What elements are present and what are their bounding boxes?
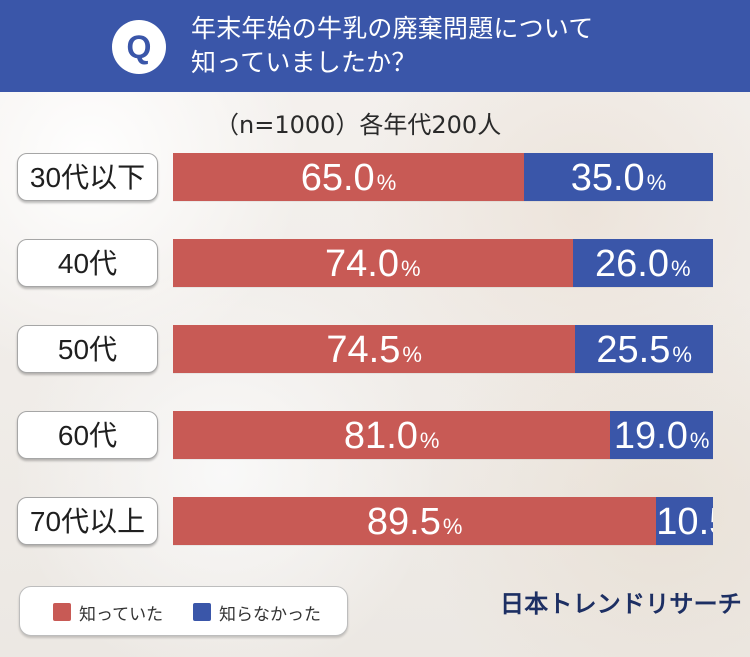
bar-segment-known: 74.5% — [173, 325, 576, 373]
value-label-known: 74.5% — [326, 329, 422, 371]
age-group-label: 70代以上 — [17, 497, 158, 545]
value-label-known: 81.0% — [343, 415, 440, 457]
question-header: Q 年末年始の牛乳の廃棄問題について 知っていましたか？ — [0, 0, 750, 92]
brand-logo: 日本トレンドリサーチ — [500, 590, 742, 618]
bar-segment-unknown: 19.0% — [610, 411, 713, 459]
age-group-label: 40代 — [17, 239, 158, 287]
question-title-line-2: 知っていましたか？ — [191, 48, 417, 77]
bar-segment-known: 81.0% — [173, 411, 611, 459]
value-label-unknown: 25.5% — [596, 329, 692, 371]
stacked-bar: 65.0% 35.0% — [173, 153, 713, 201]
sample-size-note: （n=1000）各年代200人 — [215, 111, 502, 139]
age-group-label: 50代 — [17, 325, 158, 373]
question-badge: Q — [112, 20, 166, 74]
bar-segment-unknown: 25.5% — [575, 325, 713, 373]
question-title-line-1: 年末年始の牛乳の廃棄問題について — [191, 14, 594, 43]
stacked-bar: 89.5% 10.5% — [173, 497, 713, 545]
legend: 知っていた 知らなかった — [19, 586, 348, 636]
bar-segment-known: 74.0% — [173, 239, 573, 287]
bar-segment-known: 89.5% — [173, 497, 657, 545]
bar-segment-unknown: 10.5% — [656, 497, 713, 545]
value-label-unknown: 26.0% — [595, 243, 691, 285]
stacked-bar: 74.5% 25.5% — [173, 325, 713, 373]
legend-label-unknown: 知らなかった — [219, 604, 321, 625]
legend-item-known: 知っていた — [53, 587, 163, 637]
stacked-bar: 74.0% 26.0% — [173, 239, 713, 287]
age-group-label: 30代以下 — [17, 153, 158, 201]
value-label-known: 65.0% — [300, 157, 397, 199]
legend-swatch-known — [53, 603, 71, 621]
stacked-bar: 81.0% 19.0% — [173, 411, 713, 459]
value-label-unknown: 19.0% — [613, 415, 710, 457]
legend-item-unknown: 知らなかった — [193, 587, 321, 637]
value-label-known: 74.0% — [325, 243, 421, 285]
value-label-unknown: 35.0% — [570, 157, 667, 199]
value-label-unknown: 10.5% — [656, 501, 713, 543]
bar-segment-unknown: 35.0% — [524, 153, 713, 201]
age-group-label: 60代 — [17, 411, 158, 459]
legend-swatch-unknown — [193, 603, 211, 621]
value-label-known: 89.5% — [366, 501, 463, 543]
bar-segment-unknown: 26.0% — [572, 239, 713, 287]
legend-label-known: 知っていた — [79, 604, 164, 625]
bar-segment-known: 65.0% — [173, 153, 524, 201]
